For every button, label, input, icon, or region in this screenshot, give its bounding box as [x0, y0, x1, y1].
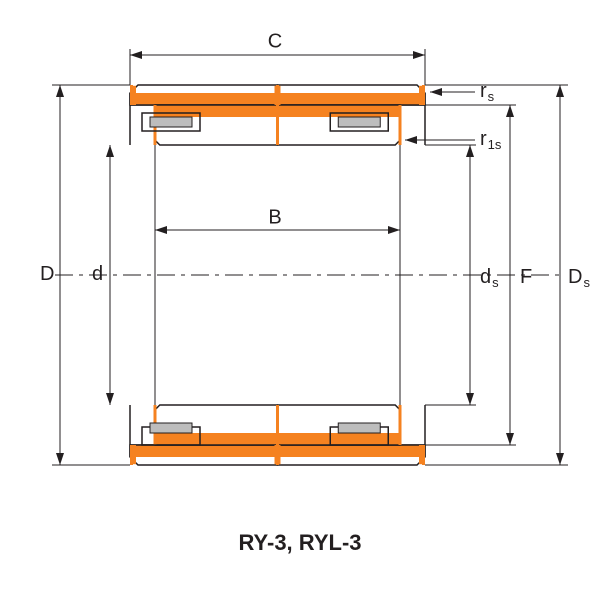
label-d: d [92, 263, 103, 285]
label-C: C [268, 30, 282, 52]
label-r1s: r1s [480, 128, 502, 152]
label-Ds: Ds [568, 266, 590, 290]
label-rs: rs [480, 80, 495, 104]
label-B: B [268, 206, 281, 228]
caption: RY-3, RYL-3 [238, 530, 361, 555]
label-F: F [520, 266, 532, 288]
section-upper [130, 85, 425, 145]
section-lower [130, 405, 425, 465]
label-D: D [40, 263, 54, 285]
label-ds: ds [480, 266, 499, 290]
